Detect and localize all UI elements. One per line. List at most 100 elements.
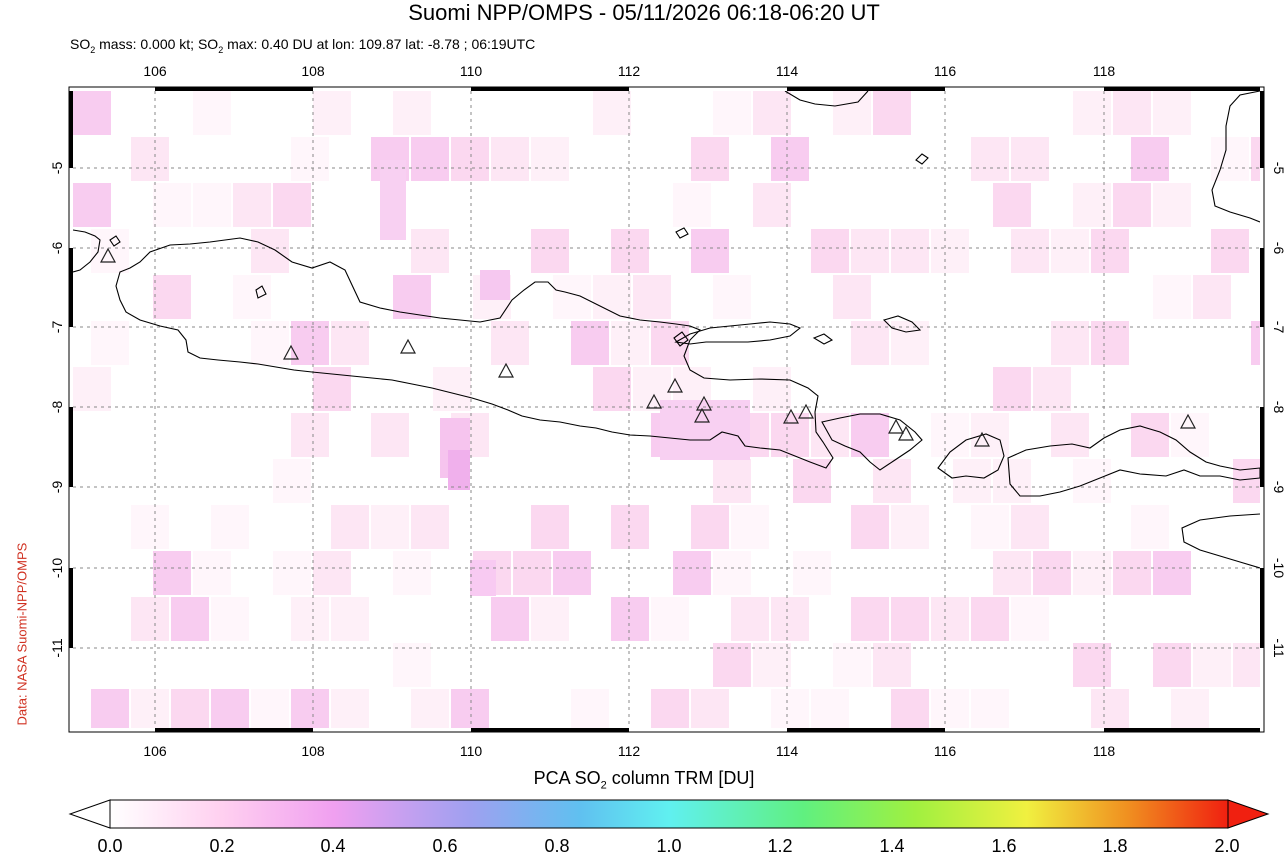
right-strip-seg <box>1260 487 1264 568</box>
so2-pixel <box>91 229 129 273</box>
so2-pixel <box>1073 643 1111 687</box>
right-strip-seg <box>1260 91 1264 168</box>
bottom-strip-seg <box>1104 728 1260 732</box>
so2-pixel <box>851 597 889 641</box>
so2-pixel <box>331 505 369 549</box>
so2-pixel <box>1193 643 1231 687</box>
so2-pixel <box>193 551 231 595</box>
so2-pixel <box>1011 505 1049 549</box>
small-island-4 <box>255 285 267 299</box>
so2-pixel <box>593 367 631 411</box>
subtitle-part3: max: 0.40 DU at lon: 109.87 lat: -8.78 ;… <box>223 36 536 52</box>
so2-pixel <box>793 459 831 503</box>
so2-pixel <box>851 321 889 365</box>
so2-pixel <box>553 275 591 319</box>
so2-pixel <box>811 229 849 273</box>
so2-pixel <box>73 183 111 227</box>
so2-pixel <box>873 643 911 687</box>
lat-left-7: -7 <box>49 321 65 334</box>
so2-pixel <box>531 137 569 181</box>
lon-top-116: 116 <box>934 63 957 79</box>
so2-pixel <box>393 91 431 135</box>
so2-pixel <box>331 689 369 728</box>
so2-pixel <box>1051 321 1089 365</box>
lon-bottom-108: 108 <box>301 743 325 759</box>
lon-bottom-118: 118 <box>1093 743 1116 759</box>
so2-pixel <box>753 183 791 227</box>
so2-pixel <box>171 597 209 641</box>
so2-pixel <box>953 459 991 503</box>
colorbar-tick-1: 0.2 <box>209 836 235 856</box>
top-strip-seg <box>945 87 1104 91</box>
so2-pixel <box>1153 643 1191 687</box>
lat-right-11: -11 <box>1271 638 1287 657</box>
lat-right-6: -6 <box>1271 242 1287 255</box>
so2-pixel <box>713 643 751 687</box>
so2-pixel <box>633 275 671 319</box>
so2-pixel <box>1171 413 1209 457</box>
so2-pixel <box>771 689 809 728</box>
volcano-icon <box>695 395 713 411</box>
lat-left-10: -10 <box>49 558 65 578</box>
so2-pixel <box>771 413 809 457</box>
so2-pixel <box>753 367 791 411</box>
so2-pixel <box>393 643 431 687</box>
subtitle-part1: SO <box>70 36 91 52</box>
so2-pixel <box>851 413 889 457</box>
so2-pixel <box>273 551 311 595</box>
small-island-5 <box>915 153 929 165</box>
lon-bottom-106: 106 <box>143 743 167 759</box>
so2-pixel <box>1171 689 1209 728</box>
so2-pixel <box>611 505 649 549</box>
top-strip-seg <box>313 87 471 91</box>
colorbar-tick-4: 0.8 <box>544 836 570 856</box>
lat-left-11: -11 <box>49 638 65 657</box>
top-strip-seg <box>1104 87 1260 91</box>
so2-pixel <box>1051 229 1089 273</box>
so2-pixel <box>131 137 169 181</box>
small-island-2 <box>882 315 922 333</box>
so2-pixel <box>273 183 311 227</box>
so2-pixel <box>411 505 449 549</box>
lon-top-114: 114 <box>776 63 799 79</box>
left-strip-seg <box>69 407 73 487</box>
so2-pixel <box>931 413 969 457</box>
so2-pixel <box>1051 413 1089 457</box>
so2-pixel <box>673 183 711 227</box>
lat-right-9: -9 <box>1271 481 1287 494</box>
volcano-icon <box>645 393 663 409</box>
so2-pixel <box>131 689 169 728</box>
so2-pixel <box>651 689 689 728</box>
lat-right-10: -10 <box>1271 558 1287 578</box>
java-coastline <box>115 237 834 469</box>
top-strip-seg <box>629 87 787 91</box>
so2-pixel <box>531 229 569 273</box>
bottom-strip-seg <box>629 728 787 732</box>
so2-pixel <box>291 137 329 181</box>
so2-pixel <box>1153 183 1191 227</box>
so2-pixel <box>891 689 929 728</box>
so2-pixel <box>753 91 791 135</box>
so2-pixel <box>1131 137 1169 181</box>
so2-pixel <box>331 597 369 641</box>
right-strip-seg <box>1260 648 1264 728</box>
so2-pixel <box>1211 137 1249 181</box>
so2-pixel <box>193 183 231 227</box>
bottom-strip-seg <box>471 728 629 732</box>
lon-bottom-110: 110 <box>460 743 483 759</box>
right-strip-seg <box>1260 168 1264 248</box>
so2-pixel <box>251 689 289 728</box>
so2-pixel <box>513 551 551 595</box>
volcano-icon <box>887 418 905 434</box>
volcano-icon <box>897 425 915 441</box>
top-strip-seg <box>73 87 155 91</box>
lon-bottom-114: 114 <box>776 743 799 759</box>
top-strip-seg <box>471 87 629 91</box>
so2-pixel <box>73 91 111 135</box>
lon-top-112: 112 <box>618 63 641 79</box>
so2-pixel <box>1011 137 1049 181</box>
so2-pixel-high <box>660 400 750 460</box>
so2-pixel <box>971 137 1009 181</box>
so2-pixel <box>891 505 929 549</box>
so2-pixel <box>873 459 911 503</box>
